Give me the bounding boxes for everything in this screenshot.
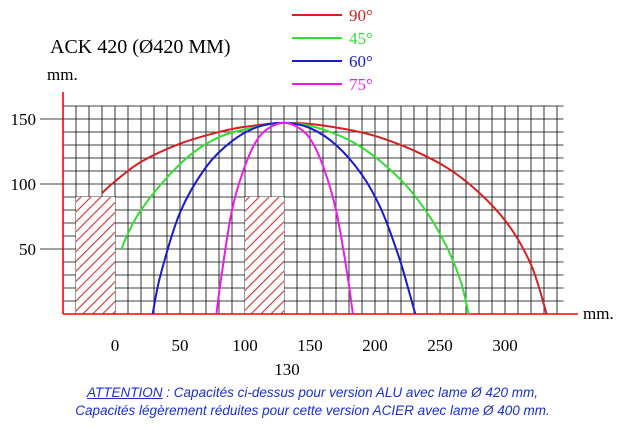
tick-labels: 0 50 100 150 200 250 300 50 100 150	[11, 110, 518, 355]
grid	[62, 105, 564, 315]
attention-label: ATTENTION	[87, 385, 163, 400]
y-tick-label: 150	[11, 110, 37, 129]
x-tick-label: 150	[297, 336, 323, 355]
x-tick-label-130: 130	[274, 360, 300, 379]
legend: 90° 45° 60° 75°	[292, 6, 373, 94]
legend-label: 75°	[349, 75, 373, 94]
chart-title: ACK 420 (Ø420 MM)	[50, 36, 231, 58]
legend-label: 45°	[349, 29, 373, 48]
x-tick-label: 100	[232, 336, 258, 355]
series-line-60deg	[151, 121, 417, 315]
x-tick-label: 300	[492, 336, 518, 355]
y-tick-label: 100	[11, 175, 37, 194]
hatched-blocks	[76, 197, 284, 314]
axes	[62, 92, 578, 315]
y-axis-unit-label: mm.	[47, 65, 78, 84]
x-tick-label: 50	[172, 336, 189, 355]
hatched-block	[245, 197, 284, 314]
y-tick-label: 50	[19, 240, 36, 259]
legend-label: 60°	[349, 52, 373, 71]
x-axis-unit-label: mm.	[583, 304, 614, 323]
x-tick-label: 250	[427, 336, 453, 355]
x-tick-label: 200	[362, 336, 388, 355]
attention-note-line1: ATTENTION : Capacités ci-dessus pour ver…	[0, 385, 625, 400]
series-line-75deg	[215, 121, 354, 315]
series-lines	[101, 121, 548, 315]
attention-line1-text: : Capacités ci-dessus pour version ALU a…	[162, 385, 538, 400]
series-line-90deg	[101, 121, 548, 315]
hatched-block	[76, 197, 115, 314]
legend-label: 90°	[349, 6, 373, 25]
x-tick-label: 0	[111, 336, 120, 355]
attention-note-line2: Capacités légèrement réduites pour cette…	[75, 403, 550, 418]
